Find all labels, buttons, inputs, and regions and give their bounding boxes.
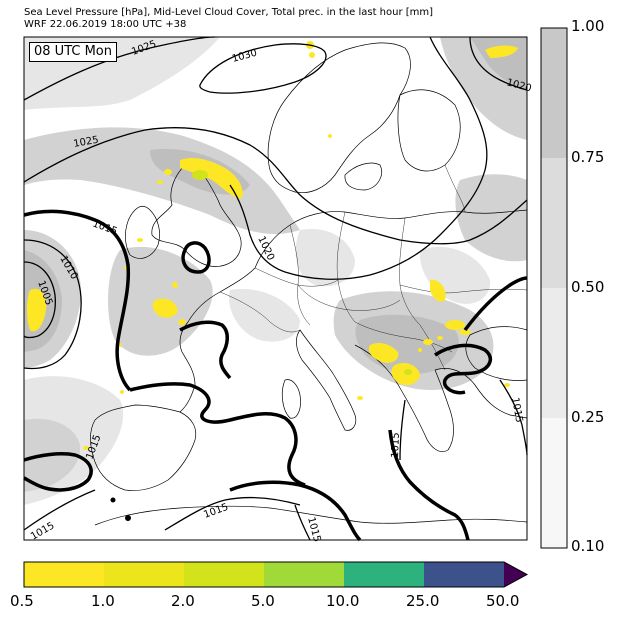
precip-tick-label: 50.0 [486, 592, 520, 610]
precip-tick-label: 25.0 [406, 592, 440, 610]
forecast-time-label: 08 UTC Mon [29, 42, 117, 62]
precipitation-layer [27, 41, 518, 450]
precip-colorbar [23, 561, 529, 588]
isobar-layer [23, 36, 528, 542]
isobar-label: 1025 [73, 135, 100, 150]
isobar-1015-alps [179, 320, 232, 380]
isobar-label: 1015 [390, 432, 402, 458]
isobar-1015-tunisia [294, 504, 311, 541]
isobar-1020-ne [469, 36, 528, 91]
isobar-1015-east [463, 276, 528, 332]
isobar-label: 1015 [509, 397, 524, 424]
isobar-1015-med [229, 480, 362, 542]
isobar-1015-balkans [434, 343, 493, 395]
isobar-1010 [23, 239, 82, 370]
isobar-1015-uk [181, 241, 211, 274]
precip-tick-label: 1.0 [91, 592, 115, 610]
isobar-1020-mid [229, 36, 488, 280]
isobar-1015-iberia [23, 452, 93, 492]
cloud-tick-label: 0.10 [571, 537, 605, 555]
country-borders [219, 164, 528, 371]
isobar-1015-greece [388, 429, 470, 541]
cloud-tick-label: 1.00 [571, 17, 605, 35]
chart-title: Sea Level Pressure [hPa], Mid-Level Clou… [24, 7, 434, 18]
precip-tick-label: 5.0 [251, 592, 275, 610]
isobar-1015-turkey [499, 379, 528, 456]
chart-subtitle: WRF 22.06.2019 18:00 UTC +38 [24, 19, 187, 30]
map-frame [23, 36, 528, 541]
isobar-1015-africa-w [23, 489, 96, 531]
precip-tick-label: 10.0 [326, 592, 360, 610]
isobar-1025-mid [23, 127, 528, 245]
isobar-1005 [23, 261, 56, 339]
precip-tick-label: 0.5 [10, 592, 34, 610]
isobar-1015-west [23, 209, 132, 392]
cloud-tick-label: 0.25 [571, 408, 605, 426]
isobar-1015-france [129, 382, 306, 487]
cloud-tick-label: 0.50 [571, 278, 605, 296]
precip-tick-label: 2.0 [171, 592, 195, 610]
cloud-cover-colorbar [540, 27, 568, 549]
cloud-tick-label: 0.75 [571, 148, 605, 166]
isobar-1015-ionian [399, 399, 406, 461]
isobar-1015-africa-c [164, 496, 301, 531]
isobar-1030 [199, 43, 327, 94]
isobar-1025-north [23, 36, 216, 101]
